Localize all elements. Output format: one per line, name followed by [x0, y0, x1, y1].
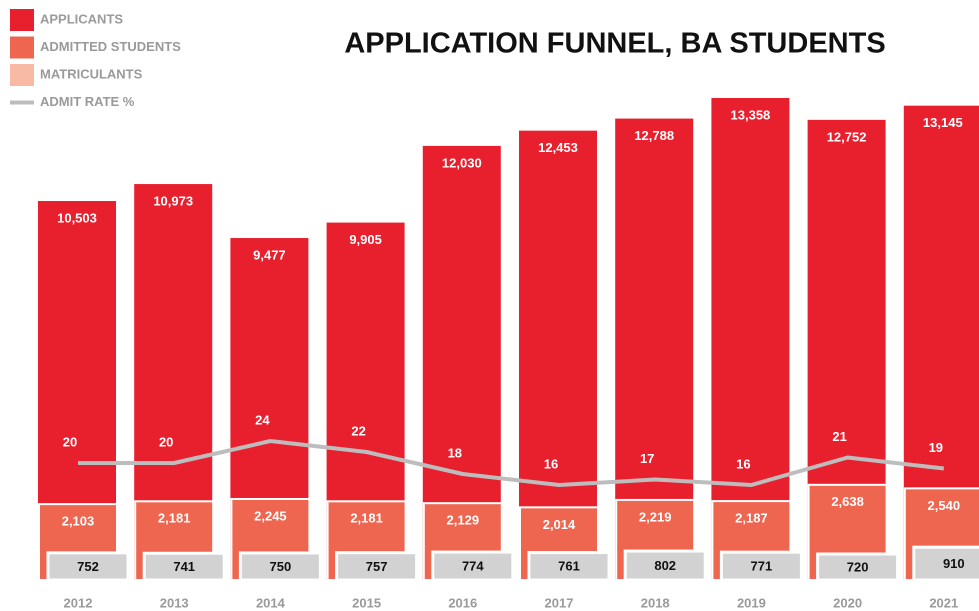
- data-label: 2,187: [735, 511, 768, 526]
- legend-label: ADMITTED STUDENTS: [40, 39, 181, 54]
- bar: [519, 130, 597, 580]
- x-tick-label: 2013: [160, 595, 189, 610]
- legend-label: APPLICANTS: [40, 11, 123, 26]
- data-label: 20: [159, 434, 173, 449]
- x-tick-label: 2020: [833, 595, 862, 610]
- data-label: 13,145: [923, 115, 963, 130]
- data-label: 720: [847, 559, 869, 574]
- data-label: 10,973: [153, 193, 193, 208]
- data-label: 18: [448, 445, 462, 460]
- x-tick-label: 2018: [641, 595, 670, 610]
- legend-label: ADMIT RATE %: [40, 94, 135, 109]
- bar: [335, 551, 419, 582]
- x-tick-label: 2014: [256, 595, 286, 610]
- data-label: 2,245: [254, 508, 287, 523]
- bar: [527, 551, 611, 582]
- bar: [623, 549, 707, 582]
- data-label: 19: [929, 440, 943, 455]
- x-tick-label: 2017: [545, 595, 574, 610]
- bar: [816, 552, 900, 582]
- data-label: 761: [558, 559, 580, 574]
- bar: [711, 98, 790, 580]
- data-label: 910: [943, 556, 965, 571]
- bar: [431, 550, 515, 582]
- data-label: 16: [544, 456, 558, 471]
- data-label: 2,181: [350, 511, 383, 526]
- bar: [46, 551, 130, 582]
- data-label: 771: [751, 559, 773, 574]
- data-label: 774: [462, 558, 484, 573]
- bar: [238, 551, 322, 582]
- data-label: 13,358: [731, 107, 771, 122]
- data-label: 24: [255, 412, 270, 427]
- data-label: 9,477: [253, 247, 286, 262]
- bar: [912, 545, 979, 582]
- data-label: 12,453: [538, 140, 578, 155]
- legend-swatch: [10, 36, 34, 59]
- bar: [142, 551, 226, 582]
- legend-swatch: [10, 100, 34, 105]
- data-label: 2,129: [447, 513, 480, 528]
- data-label: 757: [366, 559, 388, 574]
- data-label: 9,905: [349, 232, 382, 247]
- x-tick-label: 2016: [448, 595, 477, 610]
- data-label: 2,181: [158, 511, 191, 526]
- data-label: 12,752: [827, 129, 867, 144]
- data-label: 10,503: [57, 210, 97, 225]
- data-label: 2,219: [639, 509, 672, 524]
- data-label: 2,103: [62, 514, 95, 529]
- data-label: 12,788: [634, 128, 674, 143]
- line: [78, 439, 945, 487]
- x-tick-label: 2015: [352, 595, 381, 610]
- data-label: 22: [351, 423, 365, 438]
- data-label: 741: [173, 559, 195, 574]
- legend-label: MATRICULANTS: [40, 66, 143, 81]
- bar: [719, 550, 803, 582]
- data-label: 802: [654, 558, 676, 573]
- legend-swatch: [10, 64, 34, 86]
- data-label: 17: [640, 451, 654, 466]
- data-label: 12,030: [442, 155, 482, 170]
- chart-title: APPLICATION FUNNEL, BA STUDENTS: [344, 28, 885, 60]
- data-label: 2,014: [543, 517, 576, 532]
- data-label: 20: [63, 434, 77, 449]
- x-tick-label: 2021: [929, 595, 958, 610]
- x-tick-label: 2012: [64, 595, 93, 610]
- data-label: 2,540: [928, 498, 961, 513]
- data-label: 752: [77, 559, 99, 574]
- data-label: 16: [736, 456, 750, 471]
- data-label: 2,638: [831, 494, 864, 509]
- legend-swatch: [10, 9, 34, 31]
- data-label: 21: [832, 429, 846, 444]
- x-tick-label: 2019: [737, 595, 766, 610]
- data-label: 750: [270, 559, 292, 574]
